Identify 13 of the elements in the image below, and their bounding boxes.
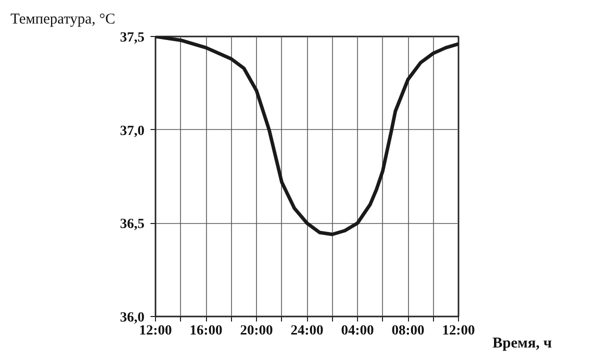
x-tick-label: 08:00 xyxy=(392,324,424,338)
y-axis-title: Температура, °C xyxy=(10,12,116,28)
x-tick-label: 04:00 xyxy=(341,324,374,338)
x-tick-label: 12:00 xyxy=(442,324,475,338)
x-tick-label: 24:00 xyxy=(290,324,324,338)
y-tick-label: 37,0 xyxy=(120,124,144,139)
y-tick-label: 36,0 xyxy=(120,310,144,326)
x-tick-label: 12:00 xyxy=(139,324,172,338)
y-tick-label: 37,5 xyxy=(120,30,144,46)
y-tick-label: 36,5 xyxy=(120,217,144,232)
x-tick-label: 16:00 xyxy=(190,324,222,338)
x-axis-title: Время, ч xyxy=(492,336,552,352)
x-tick-label: 20:00 xyxy=(240,324,273,338)
